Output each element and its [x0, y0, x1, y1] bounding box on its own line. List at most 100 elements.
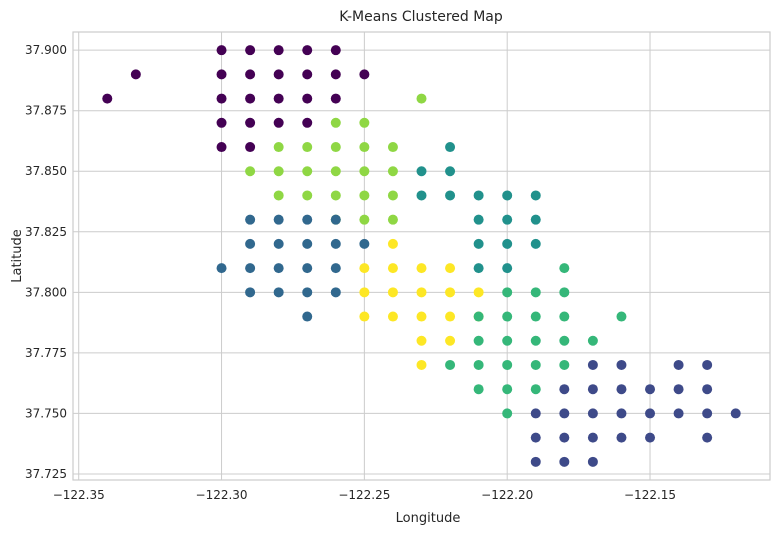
data-point	[245, 45, 256, 56]
data-point	[416, 190, 427, 201]
data-point	[330, 45, 341, 56]
data-point	[302, 45, 313, 56]
data-point	[302, 69, 313, 80]
data-point	[502, 287, 513, 298]
y-tick-labels: 37.725 37.750 37.775 37.800 37.825 37.850 37.8…	[25, 43, 67, 481]
data-point	[473, 359, 484, 370]
data-point	[530, 335, 541, 346]
data-point	[530, 384, 541, 395]
x-tick-label: −122.30	[196, 488, 248, 502]
data-point	[502, 263, 513, 274]
data-point	[445, 263, 456, 274]
data-point	[416, 359, 427, 370]
data-point	[416, 335, 427, 346]
data-point	[673, 359, 684, 370]
data-point	[502, 359, 513, 370]
data-point	[587, 359, 598, 370]
data-point	[330, 166, 341, 177]
data-point	[273, 214, 284, 225]
data-point	[502, 335, 513, 346]
data-point	[359, 69, 370, 80]
data-point	[445, 190, 456, 201]
data-point	[616, 311, 627, 322]
data-point	[502, 311, 513, 322]
data-point	[559, 287, 570, 298]
data-point	[302, 263, 313, 274]
data-point	[530, 214, 541, 225]
data-point	[245, 142, 256, 153]
x-tick-label: −122.35	[53, 488, 105, 502]
data-point	[559, 432, 570, 443]
data-point	[445, 166, 456, 177]
data-point	[530, 408, 541, 419]
chart-title: K-Means Clustered Map	[339, 9, 503, 25]
data-point	[502, 408, 513, 419]
data-point	[359, 238, 370, 249]
data-point	[273, 93, 284, 104]
data-point	[645, 432, 656, 443]
data-point	[302, 166, 313, 177]
y-tick-label: 37.875	[25, 104, 67, 118]
data-point	[445, 335, 456, 346]
data-point	[559, 359, 570, 370]
data-point	[302, 287, 313, 298]
data-point	[359, 117, 370, 128]
data-point	[359, 190, 370, 201]
data-point	[587, 384, 598, 395]
data-point	[587, 335, 598, 346]
y-axis-label: Latitude	[10, 229, 25, 283]
x-tick-label: −122.15	[624, 488, 676, 502]
data-point	[330, 117, 341, 128]
data-point	[645, 384, 656, 395]
data-point	[302, 238, 313, 249]
data-point	[359, 263, 370, 274]
data-point	[673, 384, 684, 395]
plot-frame	[72, 31, 771, 481]
data-point	[473, 238, 484, 249]
data-point	[359, 287, 370, 298]
data-point	[130, 69, 141, 80]
data-point	[330, 93, 341, 104]
data-point	[330, 287, 341, 298]
data-point	[273, 166, 284, 177]
data-point	[359, 142, 370, 153]
data-point	[359, 166, 370, 177]
y-tick-label: 37.800	[25, 285, 67, 299]
y-tick-label: 37.725	[25, 467, 67, 481]
data-point	[530, 456, 541, 467]
data-point	[359, 311, 370, 322]
data-point	[416, 263, 427, 274]
data-point	[530, 287, 541, 298]
axes-frame	[72, 31, 771, 481]
data-point	[559, 311, 570, 322]
data-point	[245, 238, 256, 249]
data-point	[330, 238, 341, 249]
data-point	[416, 93, 427, 104]
data-point	[387, 190, 398, 201]
data-point	[530, 432, 541, 443]
data-point	[473, 190, 484, 201]
data-point	[702, 359, 713, 370]
data-point	[502, 214, 513, 225]
data-point	[587, 408, 598, 419]
data-point	[473, 214, 484, 225]
data-point	[530, 238, 541, 249]
data-point	[530, 311, 541, 322]
data-point	[273, 190, 284, 201]
y-tick-label: 37.750	[25, 406, 67, 420]
data-point	[473, 335, 484, 346]
y-tick-label: 37.850	[25, 164, 67, 178]
data-point	[245, 287, 256, 298]
data-point	[273, 287, 284, 298]
data-point	[216, 142, 227, 153]
data-point	[559, 384, 570, 395]
data-point	[702, 432, 713, 443]
data-point	[445, 287, 456, 298]
data-point	[616, 408, 627, 419]
data-point	[302, 142, 313, 153]
data-point	[245, 93, 256, 104]
data-point	[502, 190, 513, 201]
data-point	[359, 214, 370, 225]
x-axis-label: Longitude	[396, 511, 461, 526]
